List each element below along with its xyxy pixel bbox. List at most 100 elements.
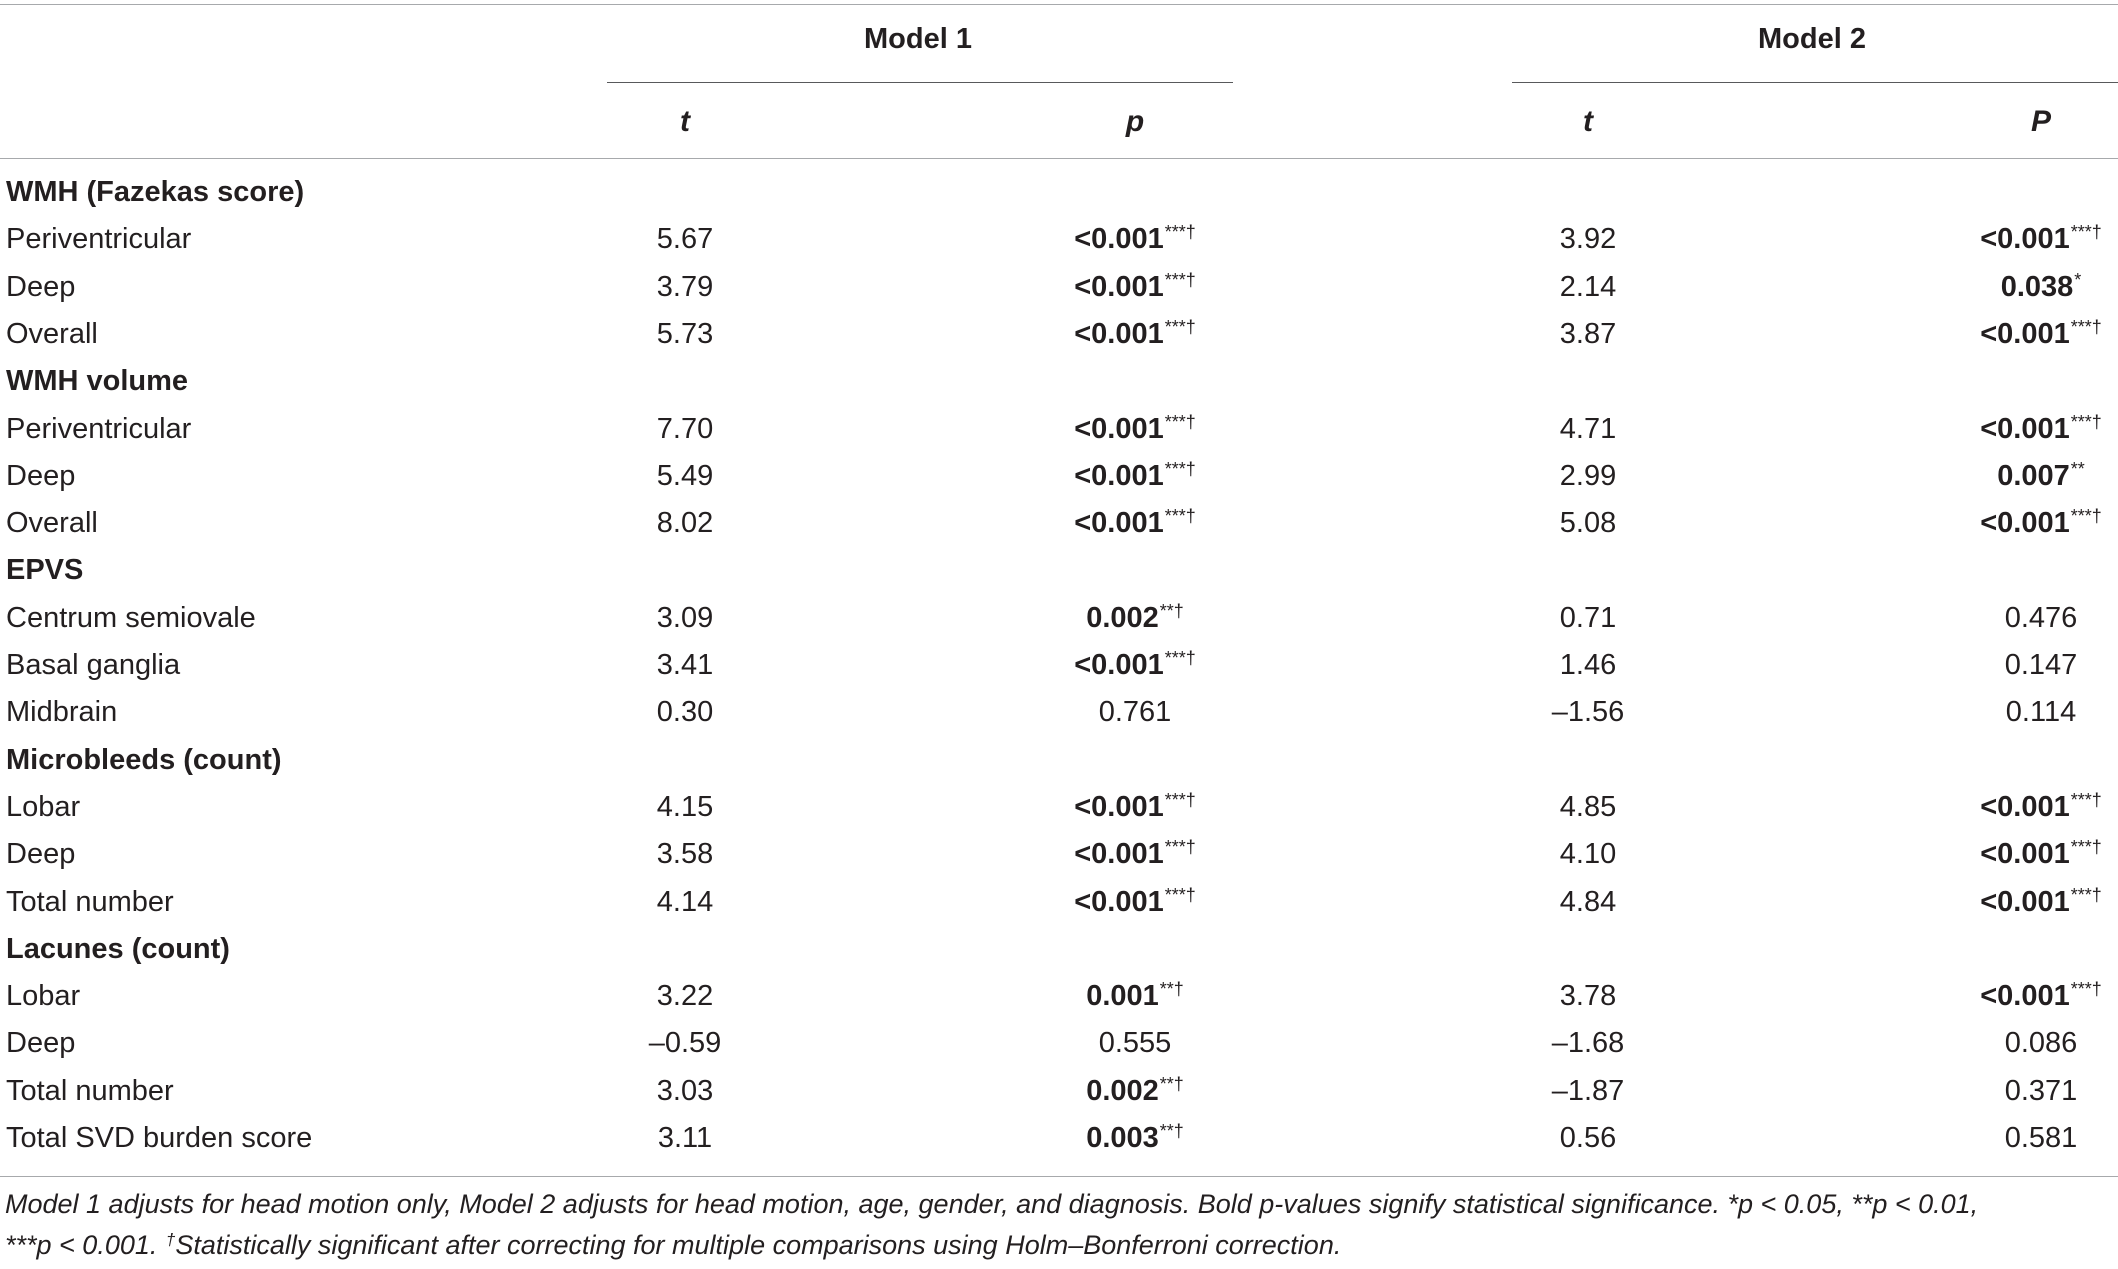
cell-t-model2: 4.84 [1559, 886, 1617, 918]
cell-p-model1: <0.001***† [1074, 648, 1196, 685]
table-footnote: Model 1 adjusts for head motion only, Mo… [5, 1184, 2110, 1269]
cell-p-model1-value: <0.001 [1074, 649, 1164, 681]
model2-header: Model 2 [1758, 23, 1866, 55]
cell-p-model2-value: <0.001 [1980, 980, 2070, 1012]
cell-p-model1: 0.761 [1099, 695, 1172, 729]
cell-p-model1-value: <0.001 [1074, 318, 1164, 350]
cell-p-model1: <0.001***† [1074, 412, 1196, 449]
cell-p-model1-significance-marker: **† [1159, 601, 1184, 621]
cell-p-model2-significance-marker: ***† [2070, 885, 2102, 905]
cell-p-model2-value: 0.147 [2004, 649, 2078, 681]
cell-p-model1-significance-marker: ***† [1164, 459, 1196, 479]
row-label: Periventricular [6, 223, 192, 255]
cell-p-model2-value: <0.001 [1980, 886, 2070, 918]
cell-t-model2: 4.85 [1559, 791, 1617, 823]
cell-p-model2-significance-marker: * [2074, 270, 2082, 290]
cell-p-model2: 0.581 [2005, 1121, 2078, 1155]
cell-p-model1: 0.002**† [1086, 601, 1184, 638]
row-label: Lobar [6, 980, 81, 1012]
section-heading: EPVS [6, 554, 84, 586]
cell-p-model1-value: 0.555 [1098, 1027, 1172, 1059]
cell-t-model2: 4.10 [1559, 838, 1617, 870]
cell-p-model2: 0.371 [2005, 1074, 2078, 1108]
cell-p-model1-value: <0.001 [1074, 507, 1164, 539]
cell-p-model2: 0.147 [2005, 648, 2078, 682]
cell-t-model1: 3.03 [656, 1075, 714, 1107]
cell-p-model1-value: <0.001 [1074, 460, 1164, 492]
cell-t-model1: 3.58 [656, 838, 714, 870]
cell-p-model1-value: <0.001 [1074, 223, 1164, 255]
table-bottom-rule [0, 1176, 2118, 1177]
cell-p-model1-significance-marker: **† [1159, 1074, 1184, 1094]
cell-p-model2-significance-marker: ** [2070, 459, 2085, 479]
cell-p-model2: <0.001***† [1980, 837, 2102, 874]
footnote-line-2-start: ***p < 0.001. [5, 1230, 165, 1260]
cell-t-model2: 5.08 [1559, 507, 1617, 539]
cell-t-model1: 3.22 [656, 980, 714, 1012]
cell-p-model2-value: 0.114 [2005, 696, 2077, 728]
cell-t-model2: 0.56 [1559, 1122, 1617, 1154]
cell-p-model2-value: <0.001 [1980, 223, 2070, 255]
cell-p-model2: 0.007** [1997, 459, 2085, 496]
col-header-t-model1: t [680, 105, 690, 138]
cell-t-model2: 1.46 [1559, 649, 1617, 681]
cell-p-model1: <0.001***† [1074, 790, 1196, 827]
cell-t-model2: 3.78 [1559, 980, 1617, 1012]
cell-p-model2: 0.114 [2006, 695, 2076, 729]
cell-p-model2-value: 0.371 [2004, 1075, 2078, 1107]
cell-p-model1: <0.001***† [1074, 222, 1196, 259]
section-heading: WMH (Fazekas score) [6, 176, 305, 208]
cell-p-model2-value: <0.001 [1980, 413, 2070, 445]
cell-p-model2-significance-marker: ***† [2070, 979, 2102, 999]
cell-t-model1: 8.02 [656, 507, 714, 539]
model2-span-line [1512, 82, 2118, 83]
row-label: Deep [6, 271, 76, 303]
cell-p-model1-value: <0.001 [1074, 838, 1164, 870]
cell-p-model1-value: <0.001 [1074, 791, 1164, 823]
cell-p-model1-value: 0.002 [1086, 602, 1159, 634]
cell-p-model1-significance-marker: ***† [1164, 270, 1196, 290]
cell-t-model1: 3.79 [656, 271, 714, 303]
table-top-rule [0, 4, 2118, 5]
cell-p-model2: <0.001***† [1980, 506, 2102, 543]
row-label: Deep [6, 460, 76, 492]
cell-p-model1: <0.001***† [1074, 459, 1196, 496]
cell-t-model1: 3.41 [656, 649, 714, 681]
cell-p-model2-value: <0.001 [1980, 838, 2070, 870]
header-bottom-rule [0, 158, 2118, 159]
cell-t-model1: 5.73 [656, 318, 714, 350]
cell-p-model2-significance-marker: ***† [2070, 506, 2102, 526]
cell-t-model2: –1.68 [1551, 1027, 1625, 1059]
cell-p-model2: <0.001***† [1980, 317, 2102, 354]
cell-p-model1-significance-marker: ***† [1164, 317, 1196, 337]
cell-p-model2-value: 0.038 [2000, 271, 2074, 303]
row-label: Total SVD burden score [6, 1122, 313, 1154]
col-header-t-model2: t [1583, 105, 1593, 138]
row-label: Total number [6, 886, 174, 918]
cell-t-model2: –1.56 [1551, 696, 1625, 728]
cell-p-model1-value: 0.001 [1086, 980, 1159, 1012]
cell-p-model1-significance-marker: ***† [1164, 506, 1196, 526]
footnote-dagger: † [165, 1230, 176, 1249]
cell-t-model1: 0.30 [656, 696, 714, 728]
row-label: Deep [6, 838, 76, 870]
cell-p-model1-significance-marker: ***† [1164, 885, 1196, 905]
cell-p-model1: 0.002**† [1086, 1074, 1184, 1111]
cell-t-model1: 5.49 [656, 460, 714, 492]
cell-p-model2-value: <0.001 [1980, 791, 2070, 823]
cell-p-model2-value: 0.581 [2004, 1122, 2078, 1154]
cell-p-model1-significance-marker: ***† [1164, 837, 1196, 857]
cell-p-model1-significance-marker: ***† [1164, 412, 1196, 432]
cell-p-model2: <0.001***† [1980, 412, 2102, 449]
cell-p-model1-significance-marker: ***† [1164, 790, 1196, 810]
cell-t-model1: 3.09 [656, 602, 714, 634]
section-heading: Microbleeds (count) [6, 744, 282, 776]
row-label: Centrum semiovale [6, 602, 256, 634]
cell-p-model1-significance-marker: ***† [1164, 222, 1196, 242]
cell-t-model1: –0.59 [648, 1027, 722, 1059]
col-header-p-model2: P [2030, 105, 2052, 138]
cell-t-model2: 2.99 [1559, 460, 1617, 492]
col-header-p-model1: p [1125, 105, 1145, 138]
cell-p-model1: 0.555 [1099, 1026, 1172, 1060]
cell-t-model1: 3.11 [657, 1122, 713, 1154]
